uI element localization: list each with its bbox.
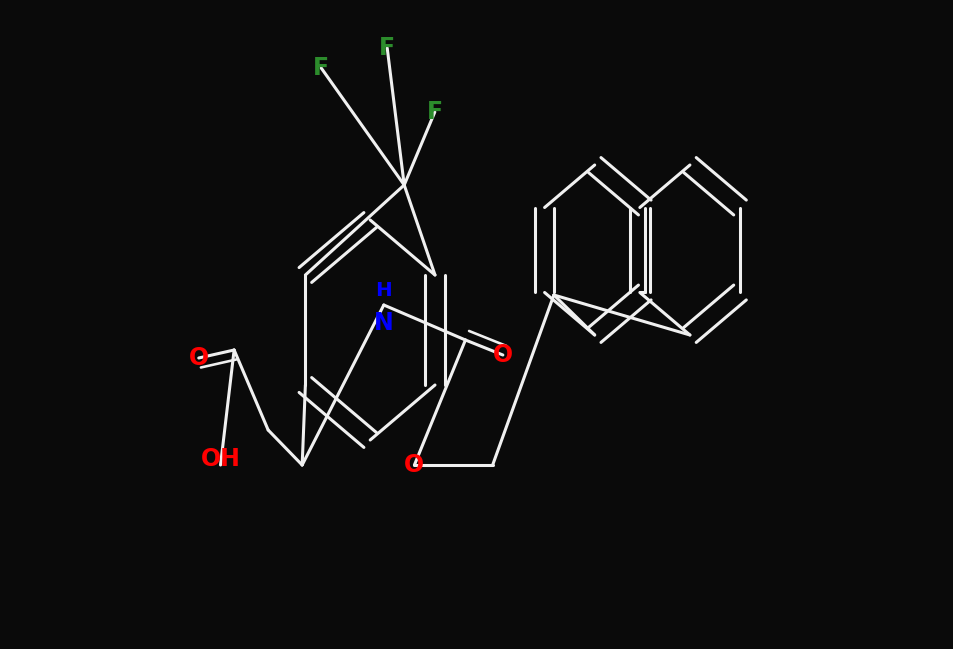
Text: H: H bbox=[375, 281, 392, 300]
Text: O: O bbox=[404, 453, 424, 477]
Text: O: O bbox=[189, 346, 209, 370]
Text: N: N bbox=[374, 312, 394, 336]
Text: F: F bbox=[313, 56, 329, 80]
Text: OH: OH bbox=[200, 447, 240, 471]
Text: O: O bbox=[493, 343, 513, 367]
Text: F: F bbox=[426, 100, 442, 124]
Text: F: F bbox=[378, 36, 395, 60]
